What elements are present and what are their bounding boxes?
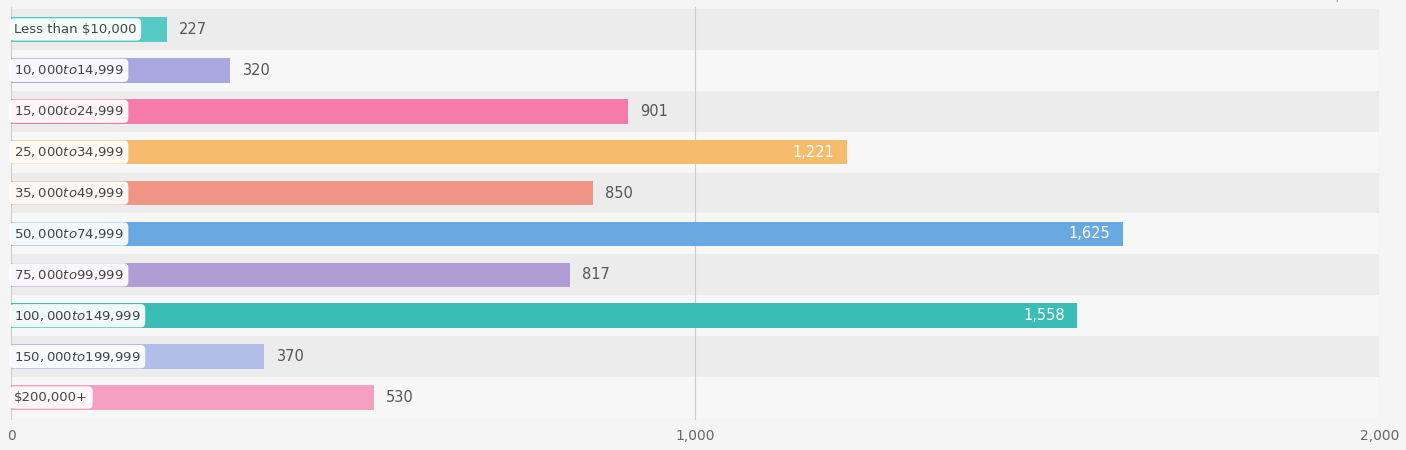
Text: 370: 370 — [277, 349, 305, 364]
Bar — [11, 303, 1077, 328]
Text: $150,000 to $199,999: $150,000 to $199,999 — [14, 350, 141, 364]
Text: Less than $10,000: Less than $10,000 — [14, 23, 136, 36]
Text: 320: 320 — [242, 63, 270, 78]
Bar — [0, 336, 1406, 377]
Bar — [11, 17, 166, 42]
Text: $10,000 to $14,999: $10,000 to $14,999 — [14, 63, 124, 77]
Bar — [11, 344, 264, 369]
Text: $200,000+: $200,000+ — [14, 391, 89, 404]
Text: $75,000 to $99,999: $75,000 to $99,999 — [14, 268, 124, 282]
Bar — [11, 99, 627, 123]
Bar — [0, 173, 1406, 213]
Text: FAMILY INCOME BRACKETS IN ZIP CODE 83440: FAMILY INCOME BRACKETS IN ZIP CODE 83440 — [11, 0, 478, 2]
Bar — [0, 132, 1406, 173]
Bar — [0, 50, 1406, 91]
Bar — [0, 9, 1406, 50]
Text: 1,625: 1,625 — [1069, 226, 1111, 242]
Text: 850: 850 — [605, 185, 633, 201]
Bar — [0, 91, 1406, 132]
Bar — [11, 262, 571, 287]
Bar — [11, 385, 374, 410]
Text: $15,000 to $24,999: $15,000 to $24,999 — [14, 104, 124, 118]
Text: $100,000 to $149,999: $100,000 to $149,999 — [14, 309, 141, 323]
Text: $50,000 to $74,999: $50,000 to $74,999 — [14, 227, 124, 241]
Text: $35,000 to $49,999: $35,000 to $49,999 — [14, 186, 124, 200]
Bar — [11, 222, 1123, 246]
Text: $25,000 to $34,999: $25,000 to $34,999 — [14, 145, 124, 159]
Bar — [11, 140, 846, 164]
Text: 530: 530 — [387, 390, 413, 405]
Bar — [0, 377, 1406, 418]
Bar — [0, 254, 1406, 295]
Bar — [11, 181, 593, 205]
Bar — [0, 295, 1406, 336]
Text: 1,558: 1,558 — [1024, 308, 1064, 323]
Text: 227: 227 — [179, 22, 207, 37]
Text: Source: ZipAtlas.com: Source: ZipAtlas.com — [1281, 0, 1399, 2]
Text: 1,221: 1,221 — [793, 144, 834, 160]
Bar — [0, 213, 1406, 254]
Text: 901: 901 — [640, 104, 668, 119]
Bar — [11, 58, 231, 83]
Text: 817: 817 — [582, 267, 610, 282]
